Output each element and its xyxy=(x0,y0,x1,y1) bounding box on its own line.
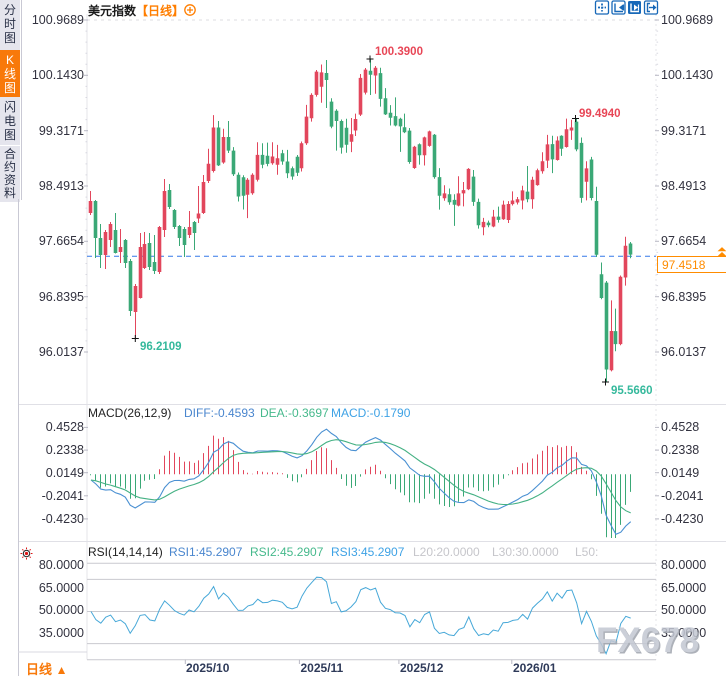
svg-text:99.4940: 99.4940 xyxy=(579,108,621,120)
svg-text:95.5660: 95.5660 xyxy=(611,385,653,397)
svg-text:96.2109: 96.2109 xyxy=(140,341,182,353)
svg-text:100.3900: 100.3900 xyxy=(375,46,423,58)
